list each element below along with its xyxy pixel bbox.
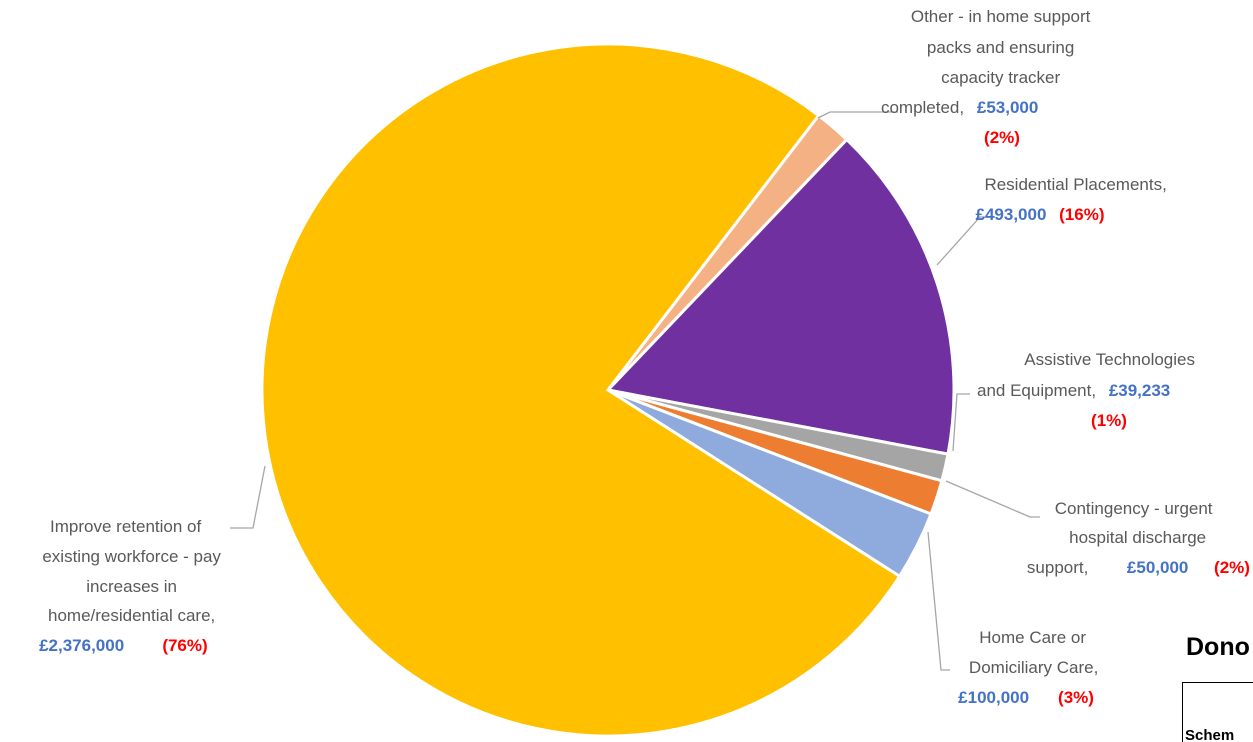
pie-slice-residential bbox=[605, 137, 956, 456]
slice-label-other: Other - in home support packs and ensuri… bbox=[881, 7, 1095, 147]
slice-label-retention-line-2: existing workforce - pay bbox=[42, 547, 221, 566]
side-table-header: Schem bbox=[1185, 727, 1235, 742]
slice-amount-retention: £2,376,000 bbox=[39, 636, 124, 655]
slice-label-homecare-line-1: Home Care or bbox=[979, 628, 1086, 647]
leader-lines bbox=[230, 111, 1040, 671]
slice-label-contingency-line-1: Contingency - urgent bbox=[1055, 499, 1213, 518]
slice-label-assistive-line-2: and Equipment, bbox=[977, 381, 1096, 400]
slice-label-residential: Residential Placements, £493,000 (16%) bbox=[976, 175, 1172, 224]
side-panel-table: Schem bbox=[1182, 682, 1253, 742]
slice-label-other-line-3: capacity tracker bbox=[941, 68, 1060, 87]
slice-amount-other: £53,000 bbox=[977, 98, 1038, 117]
slice-label-other-line-2: packs and ensuring bbox=[927, 38, 1074, 57]
slice-label-contingency: Contingency - urgent hospital discharge … bbox=[1027, 499, 1250, 577]
slice-amount-residential: £493,000 bbox=[976, 205, 1047, 224]
slice-amount-assistive: £39,233 bbox=[1109, 381, 1170, 400]
slice-amount-contingency: £50,000 bbox=[1127, 558, 1188, 577]
slice-label-residential-line-1: Residential Placements, bbox=[984, 175, 1166, 194]
slice-label-retention-line-3: increases in bbox=[86, 577, 177, 596]
slice-label-other-line-1: Other - in home support bbox=[911, 7, 1091, 26]
slice-label-other-line-4: completed, bbox=[881, 98, 964, 117]
slice-label-contingency-line-2: hospital discharge bbox=[1069, 528, 1206, 547]
slice-label-homecare-line-2: Domiciliary Care, bbox=[969, 658, 1098, 677]
slice-amount-homecare: £100,000 bbox=[958, 688, 1029, 707]
slice-percent-residential: (16%) bbox=[1059, 205, 1104, 224]
slice-percent-retention: (76%) bbox=[162, 636, 207, 655]
leader-line-retention bbox=[230, 465, 266, 529]
slice-label-retention-line-1: Improve retention of bbox=[50, 517, 201, 536]
slice-label-retention-line-4: home/residential care, bbox=[48, 606, 215, 625]
leader-line-other bbox=[817, 111, 898, 119]
leader-line-assistive bbox=[952, 393, 970, 452]
side-panel-title: Dono bbox=[1186, 633, 1250, 661]
slice-percent-assistive: (1%) bbox=[1091, 411, 1127, 430]
slice-percent-contingency: (2%) bbox=[1214, 558, 1250, 577]
pie-slice-retention bbox=[260, 42, 902, 737]
slice-label-homecare: Home Care or Domiciliary Care, £100,000 … bbox=[958, 628, 1103, 707]
pie-slices bbox=[260, 42, 956, 737]
slice-percent-other: (2%) bbox=[984, 128, 1020, 147]
leader-line-residential bbox=[936, 216, 995, 266]
slice-label-retention: Improve retention of existing workforce … bbox=[39, 517, 226, 655]
slice-label-assistive-line-1: Assistive Technologies bbox=[1024, 350, 1195, 369]
leader-line-homecare bbox=[927, 531, 950, 671]
slice-label-contingency-line-3: support, bbox=[1027, 558, 1088, 577]
slice-label-assistive: Assistive Technologies and Equipment, £3… bbox=[977, 350, 1200, 430]
slice-percent-homecare: (3%) bbox=[1058, 688, 1094, 707]
leader-line-contingency bbox=[945, 480, 1040, 518]
